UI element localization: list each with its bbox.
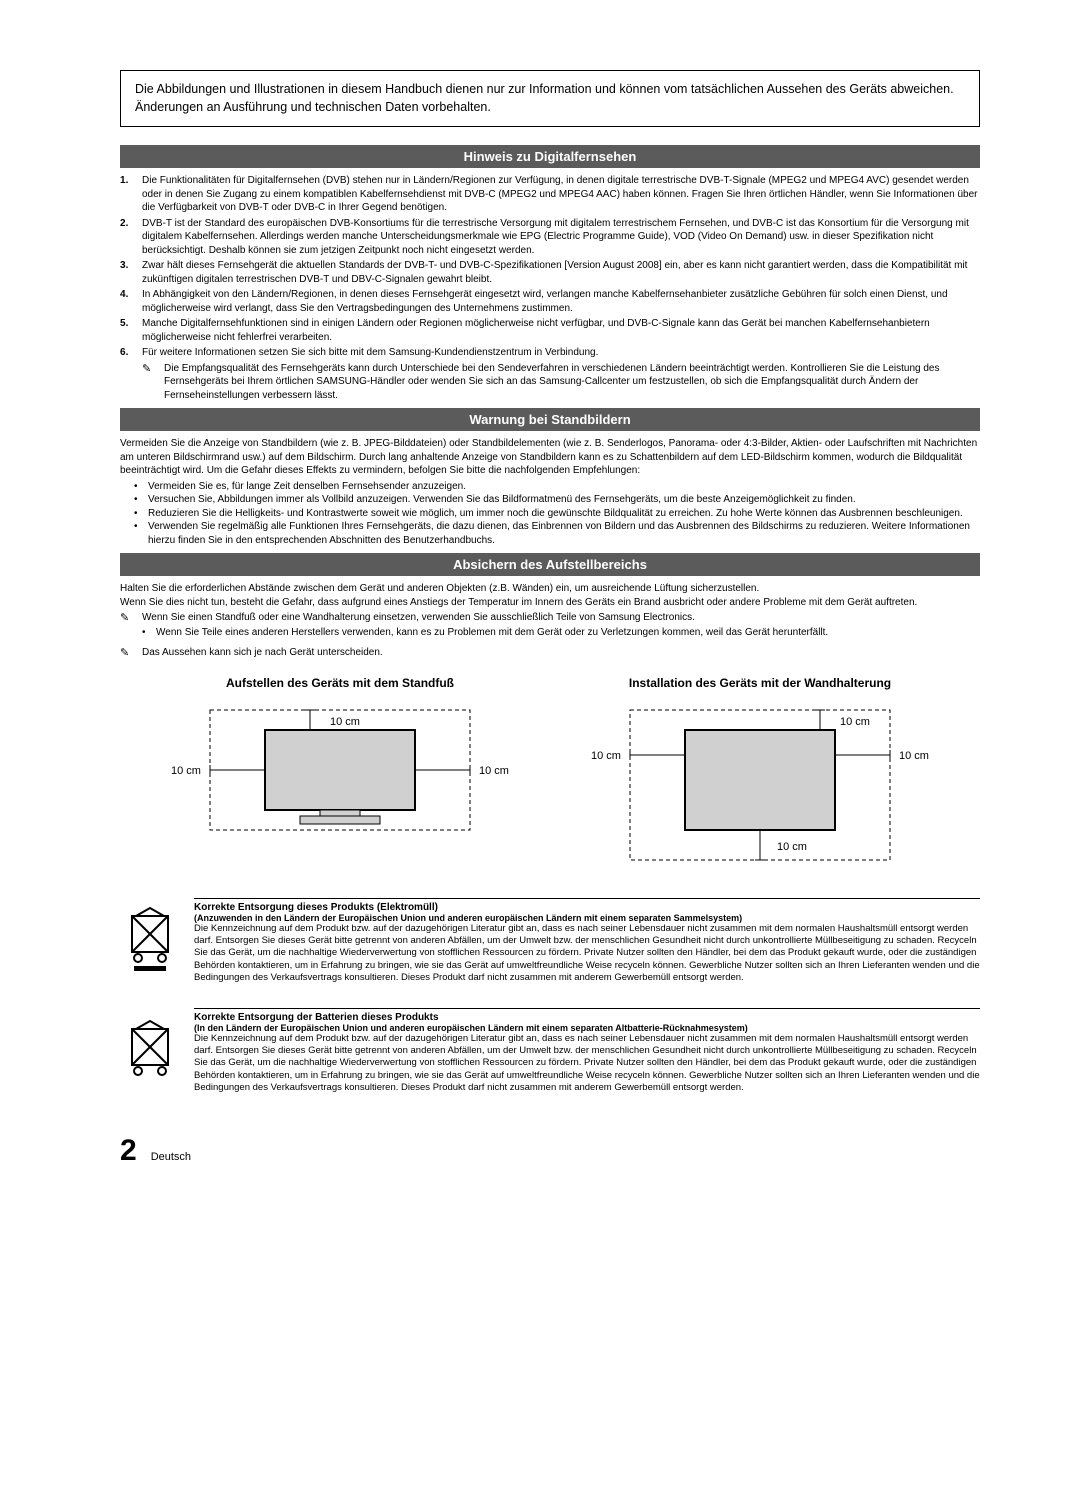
page-footer: 2 Deutsch xyxy=(120,1134,980,1168)
securing-note2-text: Das Aussehen kann sich je nach Gerät unt… xyxy=(142,646,383,661)
securing-intro: Halten Sie die erforderlichen Abstände z… xyxy=(120,582,980,609)
dim-label: 10 cm xyxy=(171,765,201,777)
dim-label: 10 cm xyxy=(330,716,360,728)
dim-label: 10 cm xyxy=(777,841,807,853)
section-header-dvb: Hinweis zu Digitalfernsehen xyxy=(120,145,980,168)
diagram-wall-svg: 10 cm 10 cm 10 cm 10 cm xyxy=(570,700,950,870)
dvb-subnote-text: Die Empfangsqualität des Fernsehgeräts k… xyxy=(164,362,980,403)
disposal1-body: Die Kennzeichnung auf dem Produkt bzw. a… xyxy=(194,923,980,985)
securing-note1-sub-text: Wenn Sie Teile eines anderen Herstellers… xyxy=(156,626,828,640)
dvb-item: DVB-T ist der Standard des europäischen … xyxy=(142,217,980,258)
dvb-list: Die Funktionalitäten für Digitalfernsehe… xyxy=(120,174,980,360)
warning-bullet: Vermeiden Sie es, für lange Zeit denselb… xyxy=(148,480,466,494)
securing-note1: ✎ Wenn Sie einen Standfuß oder eine Wand… xyxy=(120,611,980,626)
disposal1-subtitle: (Anzuwenden in den Ländern der Europäisc… xyxy=(194,913,980,923)
dvb-item: Zwar hält dieses Fernsehgerät die aktuel… xyxy=(142,259,980,286)
disposal-battery: Korrekte Entsorgung der Batterien dieses… xyxy=(120,1005,980,1095)
securing-note2: ✎ Das Aussehen kann sich je nach Gerät u… xyxy=(120,646,980,661)
dim-label: 10 cm xyxy=(479,765,509,777)
disposal1-title: Korrekte Entsorgung dieses Produkts (Ele… xyxy=(194,902,980,913)
diagram-wall-title: Installation des Geräts mit der Wandhalt… xyxy=(570,676,950,690)
note-icon: ✎ xyxy=(120,611,142,626)
dvb-item: Manche Digitalfernsehfunktionen sind in … xyxy=(142,317,980,344)
warning-intro: Vermeiden Sie die Anzeige von Standbilde… xyxy=(120,437,980,478)
warning-bullet: Reduzieren Sie die Helligkeits- und Kont… xyxy=(148,507,963,521)
battery-weee-icon xyxy=(120,1005,180,1095)
dvb-item: In Abhängigkeit von den Ländern/Regionen… xyxy=(142,288,980,315)
disposal2-subtitle: (In den Ländern der Europäischen Union u… xyxy=(194,1023,980,1033)
diagram-stand-title: Aufstellen des Geräts mit dem Standfuß xyxy=(150,676,530,690)
dvb-subnote: ✎ Die Empfangsqualität des Fernsehgeräts… xyxy=(120,362,980,403)
dim-label: 10 cm xyxy=(591,750,621,762)
diagram-stand-svg: 10 cm 10 cm 10 cm xyxy=(150,700,530,840)
disposal2-title: Korrekte Entsorgung der Batterien dieses… xyxy=(194,1012,980,1023)
section-header-securing: Absichern des Aufstellbereichs xyxy=(120,553,980,576)
warning-bullet: Versuchen Sie, Abbildungen immer als Vol… xyxy=(148,493,856,507)
page-language: Deutsch xyxy=(151,1151,191,1163)
dim-label: 10 cm xyxy=(899,750,929,762)
securing-note1-text: Wenn Sie einen Standfuß oder eine Wandha… xyxy=(142,611,695,626)
disposal2-body: Die Kennzeichnung auf dem Produkt bzw. a… xyxy=(194,1033,980,1095)
note-icon: ✎ xyxy=(142,362,164,403)
section-header-warning: Warnung bei Standbildern xyxy=(120,408,980,431)
dim-label: 10 cm xyxy=(840,716,870,728)
weee-icon xyxy=(120,895,180,985)
top-notice: Die Abbildungen und Illustrationen in di… xyxy=(120,70,980,127)
dvb-item: Die Funktionalitäten für Digitalfernsehe… xyxy=(142,174,980,215)
diagram-wall: Installation des Geräts mit der Wandhalt… xyxy=(570,676,950,875)
diagrams-row: Aufstellen des Geräts mit dem Standfuß 1… xyxy=(120,676,980,875)
disposal-product: Korrekte Entsorgung dieses Produkts (Ele… xyxy=(120,895,980,985)
warning-bullet: Verwenden Sie regelmäßig alle Funktionen… xyxy=(148,520,980,547)
dvb-item: Für weitere Informationen setzen Sie sic… xyxy=(142,346,598,360)
page-number: 2 xyxy=(120,1134,137,1168)
warning-list: Vermeiden Sie es, für lange Zeit denselb… xyxy=(120,480,980,548)
note-icon: ✎ xyxy=(120,646,142,661)
securing-note1-sub: Wenn Sie Teile eines anderen Herstellers… xyxy=(120,626,980,640)
diagram-stand: Aufstellen des Geräts mit dem Standfuß 1… xyxy=(150,676,530,875)
